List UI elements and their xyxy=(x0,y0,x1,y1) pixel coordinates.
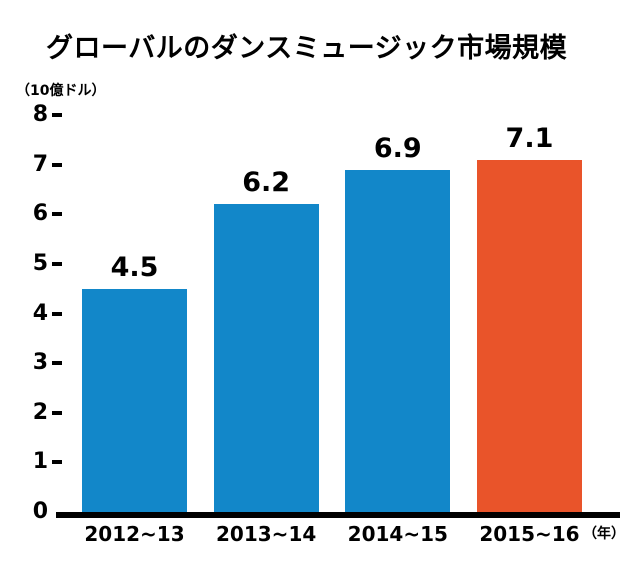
bar-value-label: 6.2 xyxy=(242,167,291,199)
x-category-text: 2014~15 xyxy=(347,522,448,546)
x-category-label: 2013~14 xyxy=(214,521,319,547)
x-category-label: 2012~13 xyxy=(82,521,187,547)
y-tick-label: 7 xyxy=(32,151,48,177)
y-tick-label: 3 xyxy=(32,350,48,376)
y-tick-mark xyxy=(52,261,62,266)
y-tick-mark xyxy=(52,460,62,465)
y-tick-label: 1 xyxy=(32,449,48,475)
y-tick-mark xyxy=(52,162,62,167)
bar-2014~15 xyxy=(345,169,451,512)
x-category-label: 2015~16 （年） xyxy=(477,521,625,547)
x-category-text: 2013~14 xyxy=(216,522,317,546)
y-tick-mark xyxy=(52,311,62,316)
y-tick-label: 6 xyxy=(32,201,48,227)
bar-value-label: 7.1 xyxy=(505,122,554,154)
y-tick-mark xyxy=(52,113,62,117)
x-axis-unit-label: （年） xyxy=(583,526,626,542)
plot-area: 4.5 6.2 6.9 7.1 xyxy=(62,115,618,512)
bar-column: 6.2 xyxy=(213,115,319,512)
x-axis-category-labels: 2012~13 2013~14 2014~15 2015~16 （年） xyxy=(62,521,625,547)
y-tick-label: 2 xyxy=(32,399,48,425)
bar-column: 6.9 xyxy=(345,115,451,512)
y-tick-label: 8 xyxy=(32,102,48,127)
y-axis-tick-marks xyxy=(52,113,62,512)
bar-2015~16 xyxy=(476,159,582,512)
y-tick-label: 4 xyxy=(32,300,48,326)
y-tick-label: 0 xyxy=(32,499,48,524)
bars-container: 4.5 6.2 6.9 7.1 xyxy=(62,115,618,512)
y-axis-tick-labels: 0 1 2 3 4 5 6 7 8 xyxy=(0,102,48,524)
x-category-text: 2015~16 xyxy=(479,522,580,546)
x-axis-baseline xyxy=(56,512,620,518)
y-axis-unit-label: （10億ドル） xyxy=(16,83,106,99)
y-tick-mark xyxy=(52,410,62,415)
y-tick-mark xyxy=(52,361,62,366)
y-tick-mark xyxy=(52,212,62,217)
x-category-text: 2012~13 xyxy=(84,522,185,546)
chart-title: グローバルのダンスミュージック市場規模 xyxy=(46,33,568,64)
bar-column: 7.1 xyxy=(476,115,582,512)
x-category-label: 2014~15 xyxy=(345,521,450,547)
y-tick-label: 5 xyxy=(32,250,48,276)
bar-column: 4.5 xyxy=(82,115,187,512)
bar-2013~14 xyxy=(213,204,319,512)
bar-value-label: 4.5 xyxy=(110,251,159,283)
bar-2012~13 xyxy=(82,288,187,512)
bar-value-label: 6.9 xyxy=(373,132,422,164)
